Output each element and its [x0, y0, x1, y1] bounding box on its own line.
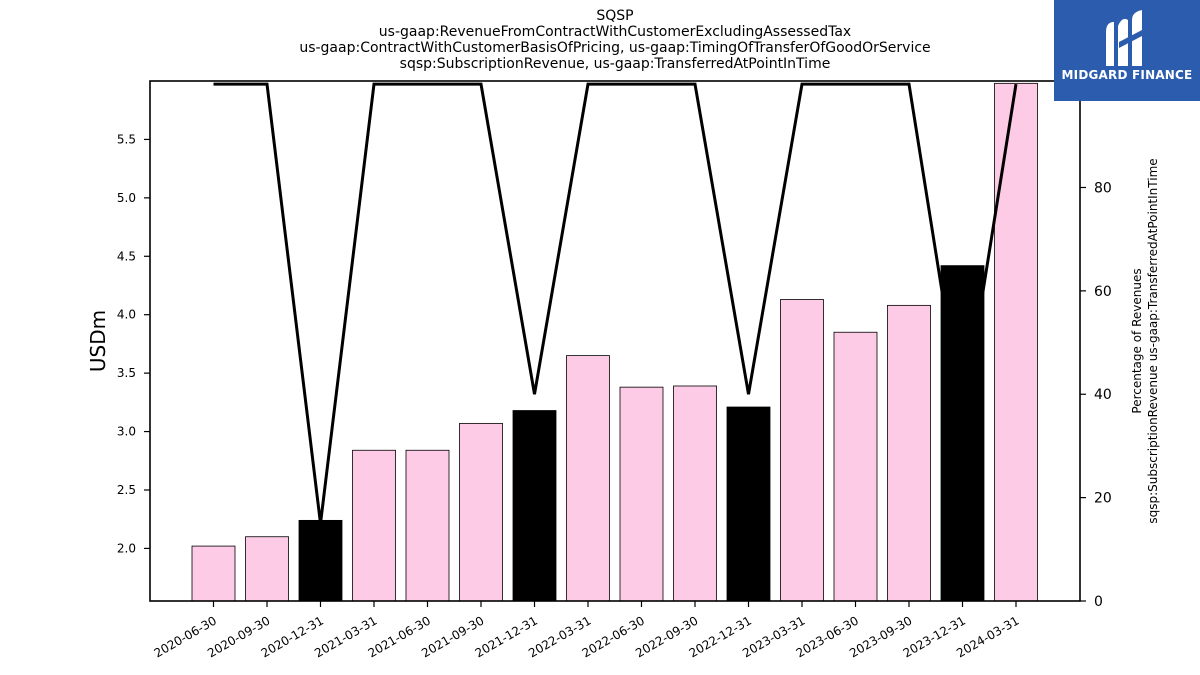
x-axis-ticks: 2020-06-302020-09-302020-12-312021-03-31…: [152, 601, 1022, 660]
y-tick-label: 3.5: [117, 366, 136, 380]
bar-2020-06-30: [191, 545, 236, 602]
percentage-line: [213, 82, 1018, 524]
bar-2020-12-31: [298, 519, 343, 602]
y2-tick-label: 0: [1094, 594, 1103, 610]
bar-2021-12-31: [512, 410, 557, 602]
bar-2023-03-31: [780, 299, 824, 602]
bar-2023-12-31: [940, 265, 985, 602]
bar-2021-03-31: [352, 449, 396, 602]
y-axis-label: USDm: [86, 310, 110, 372]
bar-2022-12-31: [726, 406, 771, 602]
y2-tick-label: 80: [1094, 180, 1112, 196]
y2-axis-ticks: 020406080100: [1080, 77, 1121, 610]
title-line: us-gaap:ContractWithCustomerBasisOfPrici…: [299, 40, 930, 56]
percentage-line-layer: [213, 82, 1018, 524]
midgard-finance-logo: MIDGARD FINANCE: [1054, 0, 1200, 101]
y-tick-label: 2.0: [117, 541, 136, 555]
y-tick-label: 5.5: [117, 132, 136, 146]
bar-2021-09-30: [459, 422, 503, 602]
y2-tick-label: 60: [1094, 284, 1112, 300]
y2-axis-label: Percentage of Revenues sqsp:SubscriptionR…: [1130, 158, 1160, 523]
y-tick-label: 4.0: [117, 308, 136, 322]
bar-2021-06-30: [405, 449, 450, 602]
bar-2020-09-30: [245, 536, 289, 602]
bar-2022-09-30: [673, 385, 717, 602]
title-line: sqsp:SubscriptionRevenue, us-gaap:Transf…: [400, 56, 831, 72]
chart-title: SQSPus-gaap:RevenueFromContractWithCusto…: [299, 8, 930, 72]
plot-frame: [149, 80, 1081, 602]
y-tick-label: 2.5: [117, 483, 136, 497]
logo-mark-icon: [1106, 10, 1142, 66]
y-axis-ticks: 2.0 2.5 3.0 3.5 4.0 4.5 5.0 5.5: [117, 132, 150, 555]
logo-text: MIDGARD FINANCE: [1061, 68, 1193, 82]
axes: [149, 80, 1081, 602]
y2-tick-label: 20: [1094, 491, 1112, 507]
y2-tick-label: 40: [1094, 387, 1112, 403]
y2-label-line: sqsp:SubscriptionRevenue us-gaap:Transfe…: [1146, 158, 1160, 523]
bar-2023-09-30: [887, 304, 931, 602]
y-tick-label: 3.0: [117, 425, 136, 439]
y2-label-line: Percentage of Revenues: [1130, 268, 1144, 413]
bar-2023-06-30: [833, 331, 878, 602]
y-tick-label: 4.5: [117, 249, 136, 263]
title-line: SQSP: [596, 8, 633, 24]
bar-2022-06-30: [619, 386, 664, 602]
y-tick-label: 5.0: [117, 191, 136, 205]
bar-2024-03-31: [994, 82, 1038, 602]
title-line: us-gaap:RevenueFromContractWithCustomerE…: [379, 24, 851, 40]
bar-2022-03-31: [566, 355, 610, 602]
bars: [191, 82, 1038, 602]
